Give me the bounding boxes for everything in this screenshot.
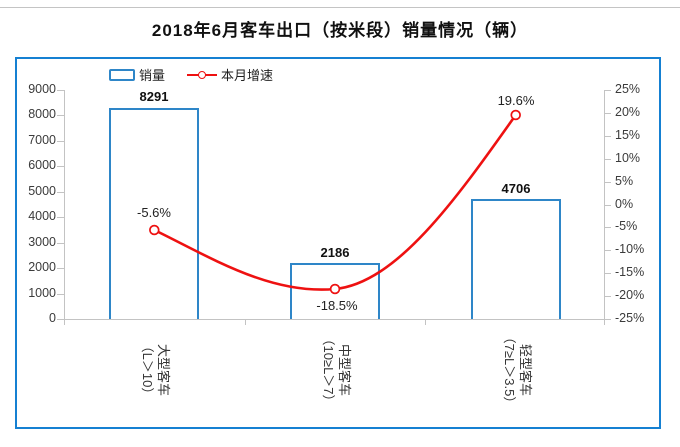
left-value-axis-line xyxy=(64,90,65,319)
left-axis-tick xyxy=(57,294,64,295)
plot-area: 销量 本月增速 xyxy=(17,59,659,427)
right-axis-label: -15% xyxy=(615,265,645,279)
growth-value-label: -18.5% xyxy=(316,298,358,313)
category-label-light-bus: 轻型客车 （7≥L＞3.5） xyxy=(501,327,533,413)
line-series-swatch-icon xyxy=(187,70,218,80)
growth-line-series xyxy=(149,109,521,295)
left-axis-label: 4000 xyxy=(28,209,56,223)
left-axis-label: 1000 xyxy=(28,286,56,300)
category-axis-tick xyxy=(245,319,246,325)
legend-item-growth: 本月增速 xyxy=(187,65,273,84)
left-axis-tick xyxy=(57,268,64,269)
right-axis-label: 10% xyxy=(615,151,641,165)
chart-legend: 销量 本月增速 xyxy=(109,65,273,84)
right-value-axis-line xyxy=(604,90,605,319)
chart-border-box: 销量 本月增速 xyxy=(15,57,661,429)
category-axis-tick xyxy=(425,319,426,325)
category-label-large-bus: 大型客车 （L＞10） xyxy=(139,327,171,413)
left-axis-label: 2000 xyxy=(28,260,56,274)
category-range: （10≥L＞7） xyxy=(321,332,336,408)
right-axis-tick xyxy=(604,113,611,114)
right-axis-tick xyxy=(604,136,611,137)
left-axis-tick xyxy=(57,90,64,91)
chart-title: 2018年6月客车出口（按米段）销量情况（辆） xyxy=(151,21,529,40)
top-divider-rule xyxy=(0,7,680,8)
right-axis-tick xyxy=(604,227,611,228)
right-axis-tick xyxy=(604,182,611,183)
right-axis-label: 0% xyxy=(615,197,634,211)
bar-value-label: 2186 xyxy=(320,245,350,260)
right-axis-tick xyxy=(604,90,611,91)
category-axis-tick xyxy=(604,319,605,325)
growth-value-label: -5.6% xyxy=(137,205,171,220)
left-axis-label: 5000 xyxy=(28,184,56,198)
category-range: （7≥L＞3.5） xyxy=(502,330,517,410)
bar-series-swatch-icon xyxy=(109,68,135,81)
left-axis-tick xyxy=(57,166,64,167)
growth-point-marker xyxy=(329,283,341,295)
bar-large-bus xyxy=(109,108,199,319)
bar-value-label: 8291 xyxy=(139,89,169,104)
left-axis-tick xyxy=(57,217,64,218)
right-axis-tick xyxy=(604,296,611,297)
right-axis-label: -25% xyxy=(615,311,645,325)
left-axis-label: 7000 xyxy=(28,133,56,147)
right-axis-label: 5% xyxy=(615,174,634,188)
legend-item-sales: 销量 xyxy=(109,65,165,84)
left-axis-label: 3000 xyxy=(28,235,56,249)
growth-point-marker xyxy=(149,224,160,236)
right-axis-label: 25% xyxy=(615,82,641,96)
right-axis-tick xyxy=(604,205,611,206)
right-axis-label: 20% xyxy=(615,105,641,119)
right-axis-tick xyxy=(604,273,611,274)
category-label-medium-bus: 中型客车 （10≥L＞7） xyxy=(320,327,352,413)
right-axis-tick xyxy=(604,250,611,251)
left-axis-label: 6000 xyxy=(28,158,56,172)
growth-value-label: 19.6% xyxy=(497,93,535,108)
left-axis-label: 8000 xyxy=(28,107,56,121)
right-axis-label: -10% xyxy=(615,242,645,256)
left-axis-tick xyxy=(57,115,64,116)
growth-point-marker xyxy=(510,109,521,121)
category-axis-line xyxy=(64,319,605,320)
category-name: 中型客车 xyxy=(337,343,352,396)
bar-value-label: 4706 xyxy=(501,181,531,196)
left-axis-label: 9000 xyxy=(28,82,56,96)
growth-line-path xyxy=(153,113,517,291)
category-axis-tick xyxy=(64,319,65,325)
right-axis-tick xyxy=(604,319,611,320)
left-axis-tick xyxy=(57,141,64,142)
left-axis-label: 0 xyxy=(49,311,56,325)
category-range: （L＞10） xyxy=(140,339,155,401)
category-name: 轻型客车 xyxy=(518,343,533,396)
left-axis-tick xyxy=(57,243,64,244)
right-axis-label: 15% xyxy=(615,128,641,142)
legend-label-sales: 销量 xyxy=(139,68,166,83)
bar-light-bus xyxy=(471,199,561,319)
left-axis-tick xyxy=(57,319,64,320)
right-axis-tick xyxy=(604,159,611,160)
left-axis-tick xyxy=(57,192,64,193)
legend-label-growth: 本月增速 xyxy=(221,68,274,83)
category-name: 大型客车 xyxy=(156,343,171,396)
right-axis-label: -5% xyxy=(615,219,638,233)
right-axis-label: -20% xyxy=(615,288,645,302)
